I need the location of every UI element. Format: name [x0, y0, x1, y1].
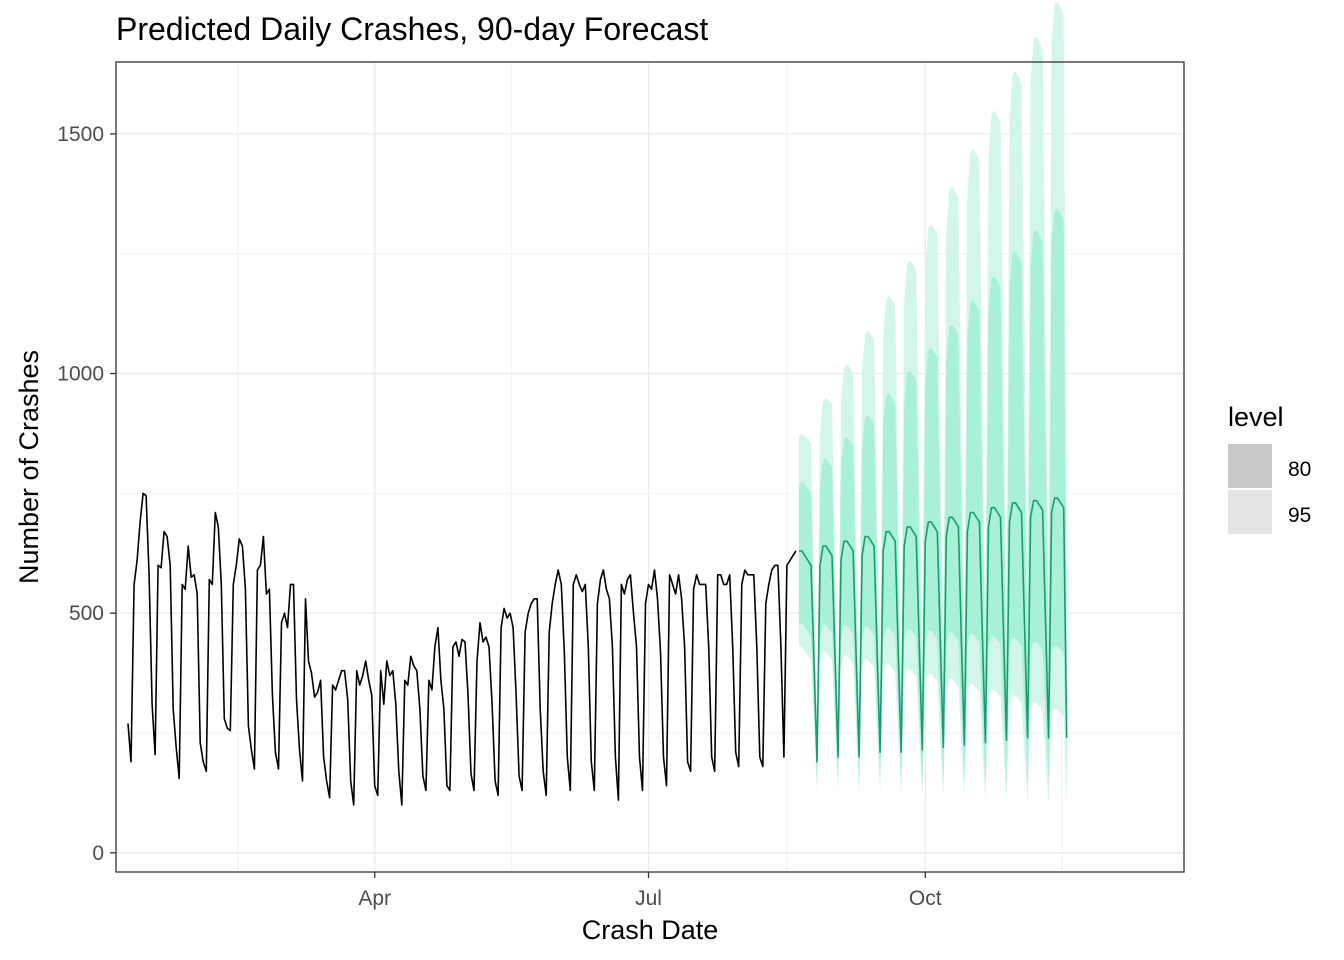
legend-key-95 [1228, 490, 1272, 534]
y-axis-title: Number of Crashes [14, 350, 44, 584]
x-tick-label: Oct [909, 887, 942, 910]
y-tick-label: 0 [92, 842, 104, 865]
x-axis-ticks: Apr Jul Oct [358, 872, 942, 910]
legend-key-80 [1228, 444, 1272, 488]
forecast-line [798, 497, 1068, 763]
forecast-bands [798, 0, 1067, 808]
chart-title: Predicted Daily Crashes, 90-day Forecast [116, 11, 708, 47]
legend-title: level [1228, 402, 1284, 432]
y-axis-ticks: 0 500 1000 1500 [57, 123, 116, 865]
series-lines [127, 492, 1068, 806]
legend-label-80: 80 [1288, 458, 1311, 481]
y-tick-label: 500 [69, 602, 104, 625]
y-tick-label: 1000 [57, 363, 104, 386]
actual-line [127, 492, 797, 806]
y-tick-label: 1500 [57, 123, 104, 146]
band-80-area [798, 208, 1067, 787]
legend-label-95: 95 [1288, 504, 1311, 527]
x-axis-title: Crash Date [582, 915, 719, 945]
x-tick-label: Apr [358, 887, 391, 910]
legend: level 80 95 [1228, 402, 1311, 534]
x-tick-label: Jul [635, 887, 662, 910]
plot-panel-border [115, 61, 1185, 873]
